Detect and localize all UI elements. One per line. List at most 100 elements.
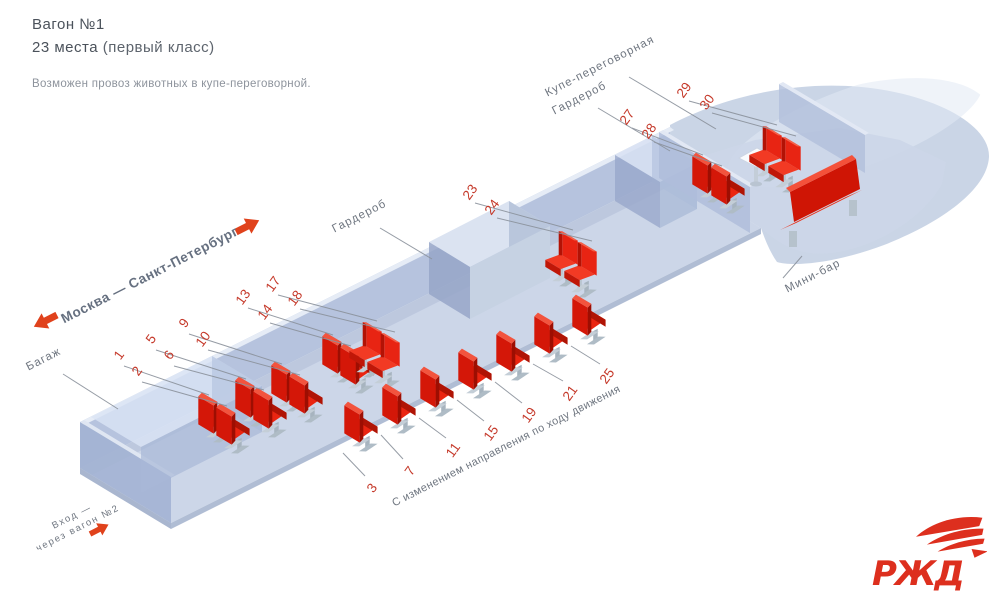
- leader-seat-24: [496, 217, 593, 242]
- chair-foot: [542, 349, 561, 358]
- chair-backrest-side: [435, 375, 440, 408]
- chair-backrest: [496, 334, 512, 372]
- partition-meeting-room-top: [659, 130, 754, 187]
- bench-back-top: [786, 155, 856, 192]
- chair-backrest: [235, 380, 251, 418]
- leader-seat-7: [380, 434, 404, 460]
- chair-backrest-side: [380, 333, 385, 358]
- chair-backrest: [572, 298, 588, 336]
- chair-backrest-top: [344, 401, 364, 415]
- leader-lines: [62, 76, 803, 477]
- chair-cushion-edge: [400, 399, 416, 416]
- leader-seat-3: [342, 452, 366, 477]
- chair-backrest: [253, 391, 269, 429]
- chair-foot: [571, 284, 590, 293]
- leader-seat-6: [173, 365, 265, 391]
- chair-backrest-side: [268, 396, 273, 429]
- route-arrow-forward-icon: [234, 218, 260, 236]
- partition-minibar: [779, 84, 865, 173]
- chair-backrest: [322, 336, 338, 374]
- chair-foot: [359, 443, 378, 452]
- chair-backrest-side: [707, 161, 712, 194]
- chair-foot: [231, 445, 250, 454]
- wardrobe-mid-side: [470, 226, 550, 319]
- chair-foot: [224, 440, 243, 449]
- chair-backrest: [344, 405, 360, 443]
- chair-backrest-top: [781, 137, 801, 147]
- chair-foot: [504, 367, 523, 376]
- leader-seat-23: [474, 202, 574, 231]
- wardrobe-mid-left: [429, 242, 470, 319]
- wagon-subtitle: 23 места (первый класс): [32, 39, 311, 56]
- chair-cushion-edge: [729, 179, 745, 196]
- seat-25[interactable]: [572, 294, 606, 345]
- chair-backrest-top: [558, 231, 578, 241]
- chair-backrest-top: [496, 330, 516, 344]
- chair-foot: [268, 429, 287, 438]
- leader-seat-18: [299, 308, 396, 333]
- chair-foot: [511, 372, 530, 381]
- chair-foot: [473, 390, 492, 399]
- chair-foot: [435, 408, 454, 417]
- seat-7[interactable]: [382, 383, 416, 434]
- chair-backrest-side: [304, 381, 309, 414]
- leader-seat-13: [247, 307, 334, 336]
- seat-24[interactable]: [564, 242, 597, 298]
- seat-28[interactable]: [711, 163, 745, 214]
- chair-cushion-edge: [349, 350, 365, 368]
- seat-18[interactable]: [367, 333, 400, 389]
- chair-backrest: [216, 407, 232, 445]
- chair-backrest: [198, 396, 214, 434]
- seat-11[interactable]: [420, 366, 454, 417]
- chair-backrest: [692, 156, 708, 194]
- seat-10[interactable]: [289, 372, 323, 423]
- chair-cushion-edge: [514, 346, 530, 363]
- chair-foot: [719, 200, 738, 209]
- leader-wardrobe-mid: [379, 227, 433, 260]
- leader-seat-11: [418, 417, 447, 439]
- rzd-wing-icon: [915, 517, 987, 558]
- chair-backrest: [382, 387, 398, 425]
- partition-minibar-top: [779, 82, 869, 135]
- chair-foot: [304, 414, 323, 423]
- seat-6[interactable]: [253, 387, 287, 438]
- route-arrow-back-icon: [33, 311, 59, 329]
- chair-cushion-edge: [749, 154, 765, 172]
- chair-backrest: [271, 365, 287, 403]
- chair-cushion: [749, 149, 780, 165]
- chair-backrest-top: [711, 163, 731, 177]
- seat-21[interactable]: [534, 312, 568, 363]
- chair-foot: [428, 403, 447, 412]
- leader-minibar: [782, 255, 803, 279]
- chair-backrest-top: [572, 294, 592, 308]
- table-foot: [750, 181, 762, 187]
- header: Вагон №1 23 места (первый класс) Возможе…: [32, 16, 311, 90]
- animals-note: Возможен провоз животных в купе-перегово…: [32, 78, 311, 90]
- seat-19[interactable]: [496, 330, 530, 381]
- floor-tail-edge: [80, 468, 171, 529]
- chair-cushion-edge: [476, 364, 492, 381]
- leader-seat-15: [456, 399, 485, 422]
- chair-cushion-edge: [590, 310, 606, 327]
- seat-29[interactable]: [749, 126, 782, 182]
- chair-cushion-edge: [307, 388, 323, 405]
- seat-3[interactable]: [344, 401, 378, 452]
- leader-seat-14: [269, 322, 352, 347]
- chair-backrest-side: [762, 126, 767, 151]
- seat-2[interactable]: [216, 403, 250, 454]
- chair-cushion-edge: [367, 361, 383, 379]
- leader-seat-10: [207, 349, 301, 376]
- chair-foot: [261, 424, 280, 433]
- chair-backrest-side: [511, 339, 516, 372]
- chair-backrest-side: [558, 231, 563, 256]
- chair-cushion: [545, 254, 576, 270]
- seat-15[interactable]: [458, 348, 492, 399]
- chair-cushion-edge: [271, 403, 287, 420]
- seats-count: 23 места: [32, 39, 99, 56]
- chair-cushion: [349, 345, 380, 361]
- rzd-logo-text: РЖД: [872, 554, 963, 594]
- chair-backrest-side: [726, 172, 731, 205]
- chair-backrest-top: [577, 242, 597, 252]
- leader-seat-28: [653, 141, 723, 167]
- tail-wall: [80, 422, 171, 523]
